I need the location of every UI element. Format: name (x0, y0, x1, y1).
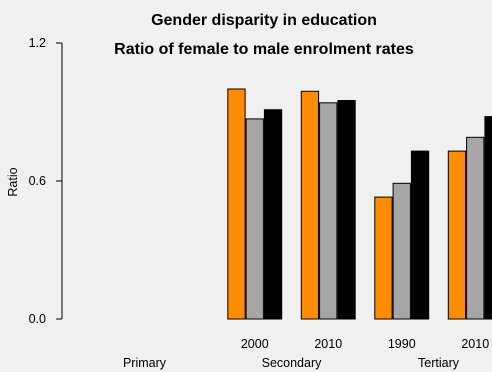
bar (392, 182, 411, 320)
y-axis: 0.0 0.6 1.2 (29, 36, 63, 326)
y-tick-label: 0.0 (29, 312, 46, 326)
bar (374, 196, 393, 320)
x-category-label: 1990 (388, 337, 416, 351)
x-group-label: Secondary (262, 356, 323, 370)
y-tick-label: 1.2 (29, 36, 46, 50)
bar (263, 109, 283, 320)
bar (466, 136, 485, 320)
bars (227, 88, 492, 320)
bar (484, 116, 492, 320)
chart-title: Gender disparity in education (151, 12, 377, 29)
bar (245, 118, 264, 320)
x-axis-labels: 2000 2010 1990 2010 Primary Secondary Tertiary (123, 337, 489, 370)
chart-subtitle: Ratio of female to male enrolment rates (114, 41, 414, 58)
bar (319, 102, 338, 320)
bar (447, 150, 467, 320)
x-category-label: 2010 (461, 337, 489, 351)
x-group-label: Primary (123, 356, 167, 370)
y-axis-label: Ratio (6, 167, 20, 196)
bar (300, 90, 320, 320)
x-category-label: 2000 (241, 337, 269, 351)
x-category-label: 2010 (314, 337, 342, 351)
bar (410, 150, 430, 320)
bar (227, 88, 246, 320)
y-tick-label: 0.6 (29, 174, 46, 188)
bar (337, 100, 356, 320)
x-group-label: Tertiary (418, 356, 460, 370)
